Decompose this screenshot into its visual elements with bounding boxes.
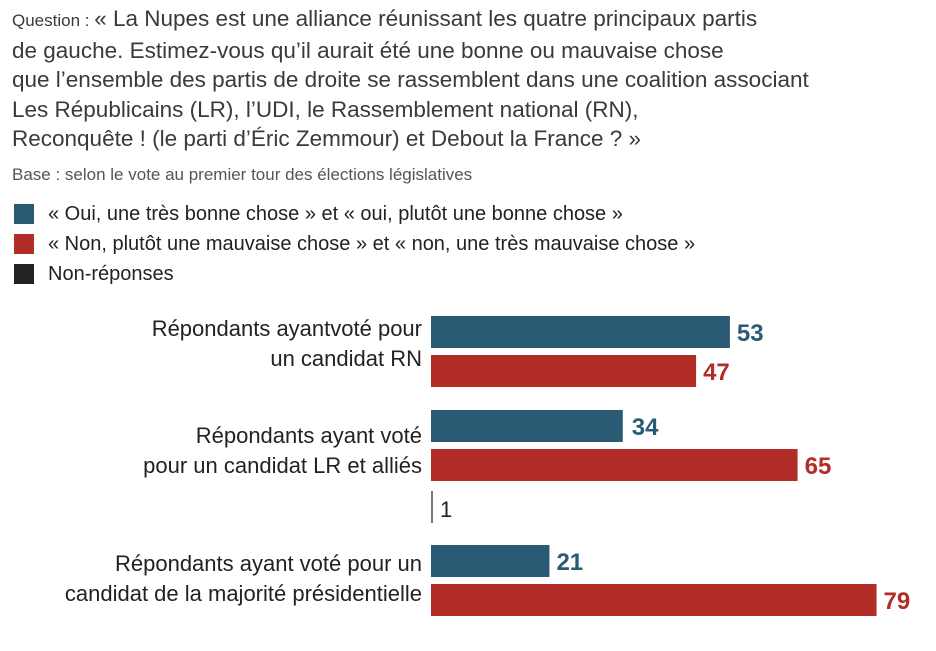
question-line: que l’ensemble des partis de droite se r… (12, 67, 809, 92)
legend-item-oui: « Oui, une très bonne chose » et « oui, … (14, 199, 695, 229)
category-label-rn: Répondants ayantvoté pour un candidat RN (151, 316, 422, 371)
question-prefix: Question : (12, 11, 95, 30)
bar-non-lr (431, 449, 798, 481)
value-label-oui-majorite: 21 (556, 549, 583, 576)
question-line: Reconquête ! (le parti d’Éric Zemmour) e… (12, 126, 642, 151)
bar-oui-lr (431, 410, 623, 442)
question-text: Question : « La Nupes est une alliance r… (12, 4, 932, 154)
question-line: de gauche. Estimez-vous qu’il aurait été… (12, 37, 724, 63)
value-label-oui-rn: 53 (737, 320, 764, 347)
legend-label-oui: « Oui, une très bonne chose » et « oui, … (48, 202, 623, 225)
legend-item-nr: Non-réponses (14, 259, 695, 289)
legend-swatch-oui (14, 204, 34, 224)
value-label-non-lr: 65 (805, 453, 832, 480)
legend-label-nr: Non-réponses (48, 262, 174, 285)
value-label-oui-lr: 34 (632, 414, 659, 441)
legend-swatch-non (14, 234, 34, 254)
bar-non-majorite (431, 584, 877, 616)
category-label-majorite: Répondants ayant voté pour un candidat d… (64, 551, 422, 606)
value-label-nr-lr: 1 (440, 497, 452, 522)
value-label-non-majorite: 79 (884, 588, 911, 615)
legend-swatch-nr (14, 264, 34, 284)
bar-oui-rn (431, 316, 730, 348)
legend: « Oui, une très bonne chose » et « oui, … (14, 199, 695, 289)
legend-item-non: « Non, plutôt une mauvaise chose » et « … (14, 229, 695, 259)
bar-oui-majorite (431, 545, 550, 577)
bar-non-rn (431, 355, 697, 387)
legend-label-non: « Non, plutôt une mauvaise chose » et « … (48, 232, 696, 255)
bar-nr-lr (431, 491, 433, 523)
base-note: Base : selon le vote au premier tour des… (12, 165, 473, 184)
category-label-lr: Répondants ayant voté pour un candidat L… (143, 423, 422, 478)
question-line: Les Républicains (LR), l’UDI, le Rassemb… (12, 96, 639, 122)
value-label-non-rn: 47 (703, 359, 730, 386)
question-line: Question : « La Nupes est une alliance r… (12, 6, 758, 31)
